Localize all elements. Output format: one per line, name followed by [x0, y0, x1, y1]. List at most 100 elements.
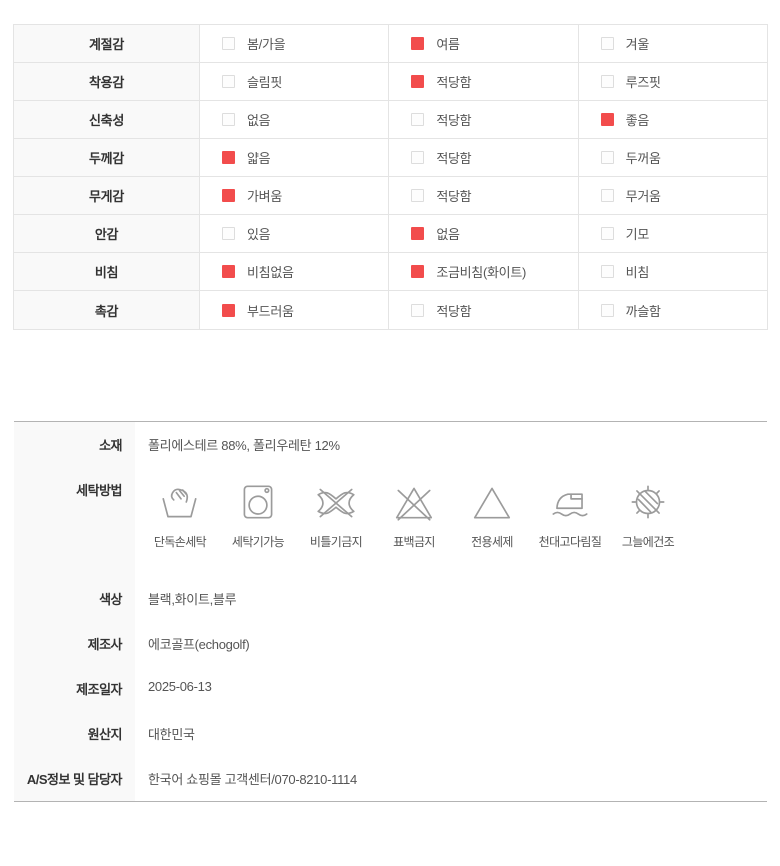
option-label: 비침없음 [247, 265, 294, 280]
checkbox-checked-icon [411, 227, 425, 240]
checkbox-checked-icon [411, 75, 425, 88]
as-info-label: A/S정보 및 담당자 [14, 756, 135, 801]
washing-method-label-text: 그늘에건조 [621, 535, 675, 549]
no-bleach-icon [391, 479, 437, 525]
washing-method-item: 비틀기금지 [297, 479, 375, 550]
option-label: 적당함 [436, 75, 472, 90]
manufacture-date-label: 제조일자 [14, 666, 135, 711]
checkbox-icon [411, 113, 425, 126]
checkbox-checked-icon [411, 37, 425, 50]
attribute-option: 비침 [579, 253, 767, 290]
attribute-option: 조금비침(화이트) [389, 253, 579, 290]
attribute-option: 겨울 [579, 25, 767, 62]
attribute-row: 안감 있음 없음 기모 [14, 215, 767, 253]
option-label: 없음 [436, 227, 460, 242]
attribute-option: 없음 [200, 101, 390, 138]
attribute-row: 촉감 부드러움 적당함 까슬함 [14, 291, 767, 329]
checkbox-icon [222, 113, 235, 126]
attribute-option: 얇음 [200, 139, 390, 176]
washing-method-item: 전용세제 [453, 479, 531, 550]
washing-method-item: 세탁기가능 [219, 479, 297, 550]
option-label: 까슬함 [625, 303, 661, 319]
no-wring-icon [313, 479, 359, 525]
option-label: 봄/가을 [247, 37, 286, 52]
checkbox-icon [411, 189, 425, 202]
attribute-option: 무거움 [579, 177, 767, 214]
checkbox-icon [411, 303, 425, 317]
attribute-option: 두꺼움 [579, 139, 767, 176]
option-label: 기모 [625, 227, 650, 242]
checkbox-checked-icon [600, 113, 614, 126]
attribute-option: 있음 [200, 215, 390, 252]
material-value: 폴리에스테르 88%, 폴리우레탄 12% [148, 438, 340, 453]
option-label: 슬림핏 [247, 75, 282, 90]
checkbox-icon [222, 75, 235, 88]
attribute-option: 루즈핏 [579, 63, 767, 100]
attribute-option: 부드러움 [200, 291, 390, 329]
attribute-label: 무게감 [14, 177, 200, 214]
attribute-option: 비침없음 [200, 253, 390, 290]
option-label: 적당함 [436, 303, 472, 319]
color-label: 색상 [14, 576, 135, 621]
washing-method-label-text: 표백금지 [393, 535, 435, 549]
manufacturer-label: 제조사 [14, 621, 135, 666]
checkbox-icon [600, 37, 614, 50]
attribute-option: 기모 [579, 215, 767, 252]
checkbox-icon [600, 75, 614, 88]
attribute-option: 까슬함 [579, 291, 767, 329]
washing-method-label: 세탁방법 [14, 467, 135, 576]
option-label: 가벼움 [247, 189, 282, 204]
attribute-option: 적당함 [389, 139, 579, 176]
attribute-label: 비침 [14, 253, 200, 290]
checkbox-icon [600, 227, 614, 240]
attribute-option: 봄/가을 [200, 25, 390, 62]
attribute-option: 적당함 [389, 177, 579, 214]
attribute-option: 적당함 [389, 291, 579, 329]
checkbox-checked-icon [222, 189, 235, 202]
option-label: 적당함 [436, 113, 472, 128]
checkbox-checked-icon [222, 265, 235, 278]
checkbox-icon [411, 151, 425, 164]
option-label: 여름 [436, 37, 460, 52]
option-label: 부드러움 [247, 303, 294, 319]
washing-method-label-text: 천대고다림질 [538, 535, 602, 549]
product-info-table: 소재 폴리에스테르 88%, 폴리우레탄 12% 세탁방법 단독손세탁 세탁기가… [14, 421, 767, 802]
attribute-label: 계절감 [14, 25, 200, 62]
attribute-label: 신축성 [14, 101, 200, 138]
attribute-option: 좋음 [579, 101, 767, 138]
attribute-option: 적당함 [389, 101, 579, 138]
option-label: 없음 [247, 113, 271, 128]
manufacture-date-value: 2025-06-13 [148, 679, 212, 694]
attribute-row: 두께감 얇음 적당함 두꺼움 [14, 139, 767, 177]
manufacturer-value: 에코골프(echogolf) [148, 637, 250, 652]
checkbox-icon [600, 303, 614, 317]
option-label: 있음 [247, 227, 271, 242]
washing-method-item: 천대고다림질 [531, 479, 609, 550]
option-label: 두꺼움 [625, 151, 661, 166]
washing-method-item: 표백금지 [375, 479, 453, 550]
checkbox-checked-icon [222, 151, 235, 164]
washing-method-item: 단독손세탁 [141, 479, 219, 550]
attribute-row: 계절감 봄/가을 여름 겨울 [14, 25, 767, 63]
attribute-option: 슬림핏 [200, 63, 390, 100]
attribute-option: 없음 [389, 215, 579, 252]
product-attribute-table: 계절감 봄/가을 여름 겨울 착용감 슬림핏 적당함 루즈핏 신축성 [13, 24, 768, 330]
iron-with-cloth-icon [547, 479, 593, 525]
option-label: 루즈핏 [625, 75, 661, 90]
attribute-row: 무게감 가벼움 적당함 무거움 [14, 177, 767, 215]
hand-wash-icon [157, 479, 203, 525]
option-label: 비침 [625, 265, 650, 280]
checkbox-icon [222, 227, 235, 240]
origin-label: 원산지 [14, 711, 135, 756]
option-label: 적당함 [436, 189, 472, 204]
color-value: 블랙,화이트,블루 [148, 592, 237, 607]
attribute-option: 가벼움 [200, 177, 390, 214]
material-label: 소재 [14, 422, 135, 467]
option-label: 적당함 [436, 151, 472, 166]
attribute-label: 착용감 [14, 63, 200, 100]
option-label: 무거움 [625, 189, 661, 204]
as-info-value: 한국어 쇼핑몰 고객센터/070-8210-1114 [148, 772, 357, 787]
dry-in-shade-icon [625, 479, 671, 525]
washing-icons: 단독손세탁 세탁기가능 비틀기금지 표백금지 전용세제 천대고다림질 [135, 467, 767, 576]
